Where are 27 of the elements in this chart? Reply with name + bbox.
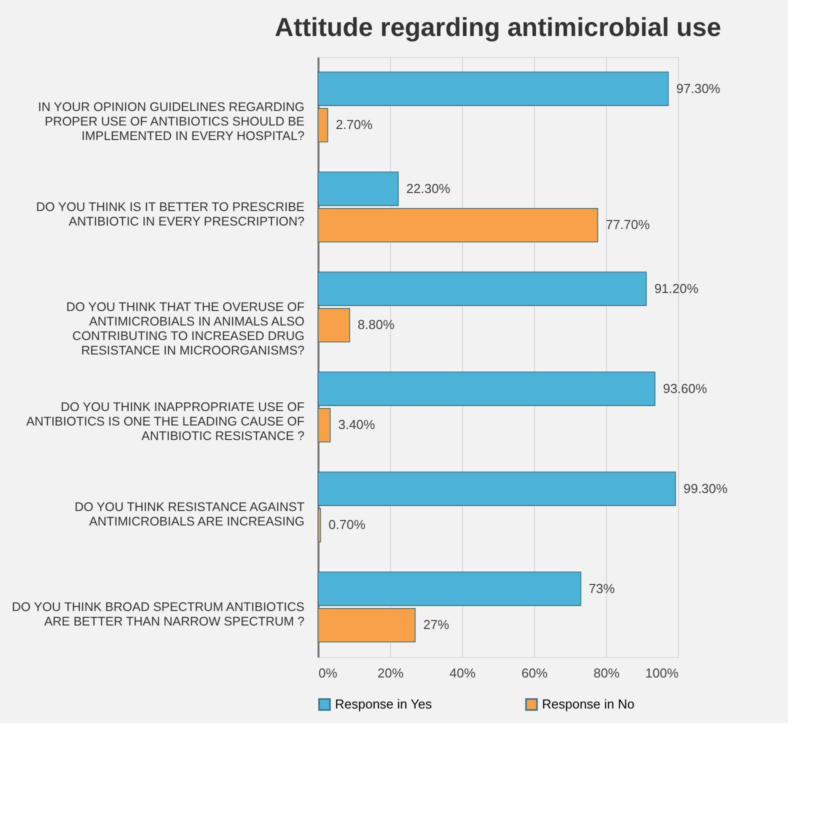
- x-tick-label: 40%: [449, 666, 476, 680]
- data-label: 22.30%: [406, 180, 451, 196]
- data-label: 8.80%: [358, 317, 395, 332]
- data-label: 73%: [588, 580, 616, 596]
- x-tick-label: 20%: [377, 666, 404, 680]
- y-tick-label: DO YOU THINK THAT THE OVERUSE OF ANTIMICROBIALS IN ANIMALS ALSO CONTRIBUTING TO INCREASED DRUG RESISTANCE IN MICROORGANISMS?: [66, 300, 305, 358]
- x-tick-label: 100%: [645, 666, 679, 680]
- legend-label: Response in Yes: [335, 696, 432, 712]
- y-tick-label: IN YOUR OPINION GUIDELINES REGARDING PROPER USE OF ANTIBIOTICS SHOULD BE IMPLEMENTED IN EVERY HOSPITAL?: [38, 100, 305, 143]
- y-tick-label: DO YOU THINK IS IT BETTER TO PRESCRIBE ANTIBIOTIC IN EVERY PRESCRIPTION?: [36, 200, 305, 228]
- x-tick-label: 80%: [593, 666, 620, 680]
- data-label: 0.70%: [328, 517, 366, 532]
- data-label: 99.30%: [683, 480, 728, 496]
- x-tick-label: 60%: [521, 666, 548, 680]
- data-label: 27%: [423, 617, 450, 632]
- data-label: 3.40%: [338, 417, 376, 432]
- x-tick-label: 0%: [318, 666, 338, 680]
- y-tick-label: DO YOU THINK RESISTANCE AGAINST ANTIMICROBIALS ARE INCREASING: [74, 500, 305, 528]
- chart-title: Attitude regarding antimicrobial use: [274, 12, 722, 42]
- y-tick-label: DO YOU THINK BROAD SPECTRUM ANTIBIOTICS ARE BETTER THAN NARROW SPECTRUM ?: [12, 600, 305, 628]
- y-tick-label: DO YOU THINK INAPPROPRIATE USE OF ANTIBIOTICS IS ONE THE LEADING CAUSE OF ANTIBIOTIC RESISTANCE ?: [26, 400, 305, 443]
- legend-label: Response in No: [542, 696, 634, 712]
- data-label: 77.70%: [606, 217, 650, 232]
- data-label: 91.20%: [654, 280, 699, 296]
- data-label: 97.30%: [676, 80, 721, 96]
- data-label: 93.60%: [662, 380, 708, 396]
- data-label: 2.70%: [336, 117, 374, 132]
